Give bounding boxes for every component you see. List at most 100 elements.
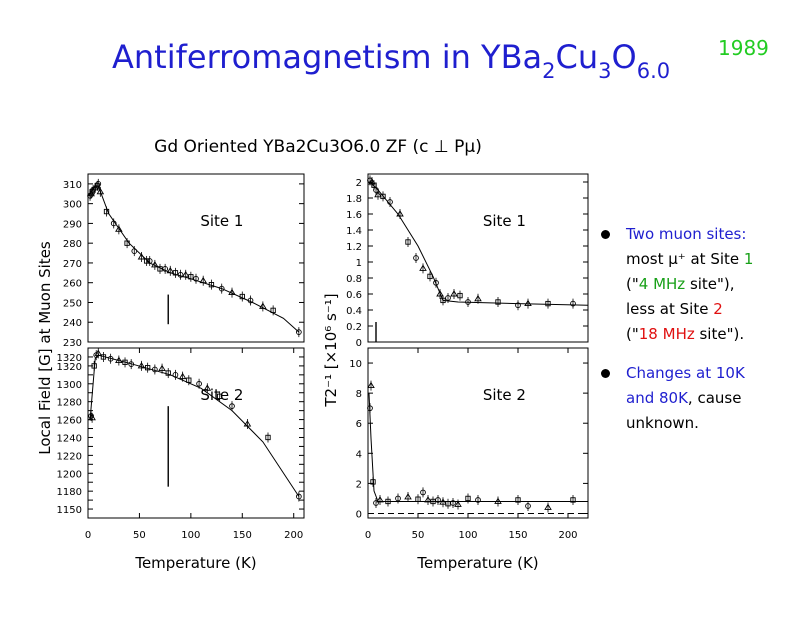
data-point [146, 258, 153, 264]
data-point [405, 239, 411, 245]
x-tick-label: 50 [133, 530, 146, 541]
data-point [367, 405, 373, 412]
data-point [433, 279, 439, 286]
y-tick-label: 1.6 [346, 210, 362, 221]
data-point [166, 266, 175, 274]
y-tick-label: 0.2 [346, 322, 362, 333]
data-point [424, 496, 432, 503]
y-tick-label: 2 [356, 178, 362, 189]
data-point [95, 181, 102, 187]
data-point [494, 497, 502, 504]
fit-curve [369, 181, 589, 306]
panel-frame [87, 347, 305, 519]
data-point [172, 371, 179, 378]
y-tick-label: 4 [356, 449, 362, 460]
left-y-axis-label: Local Field [G] at Muon Sites [36, 241, 54, 455]
note-line: , cause [687, 389, 742, 407]
site2-highlight: 2 [713, 300, 723, 318]
note-line: less at Site [626, 300, 714, 318]
data-point [367, 381, 375, 389]
data-point [88, 413, 96, 421]
x-tick-label: 200 [284, 530, 303, 541]
title-sub-2: 2 [542, 59, 556, 83]
data-point [131, 248, 138, 254]
y-tick-label: 6 [356, 419, 362, 430]
site1-highlight: 1 [743, 250, 754, 268]
panel-left-bottom: 1150 1180 1200 1220 1240 1260 1280 1300 13201320… [57, 347, 305, 541]
data-point [94, 349, 103, 356]
data-point [450, 290, 458, 297]
data-point [373, 500, 379, 506]
panel-frame [367, 347, 589, 519]
left-x-axis-label: Temperature (K) [134, 554, 256, 572]
fit-curve [89, 354, 300, 497]
y-tick-label: 270 [63, 259, 82, 270]
y-tick-label: 280 [63, 239, 82, 250]
x-tick-label: 50 [412, 530, 425, 541]
y-tick-label: 310 [63, 180, 82, 191]
slide-title: Antiferromagnetism in YBa2Cu3O6.0 [112, 38, 670, 83]
y-tick-label: 0.6 [346, 290, 362, 301]
note-line: site"), [685, 275, 735, 293]
data-point [217, 393, 223, 399]
x-tick-label: 0 [365, 530, 371, 541]
y-tick-label: 1.4 [346, 226, 362, 237]
data-point [177, 271, 184, 278]
data-point [122, 359, 128, 365]
data-point [196, 380, 202, 387]
data-point [385, 498, 391, 505]
data-point [515, 497, 521, 503]
note-line: (" [626, 325, 639, 343]
data-point [162, 266, 168, 272]
y-tick-label: 1300 [57, 380, 82, 391]
data-point [193, 275, 199, 282]
data-point [124, 240, 130, 246]
y-tick-label: 1240 [57, 433, 82, 444]
data-point [259, 302, 267, 309]
fit-curve [88, 185, 300, 333]
title-o: O [611, 38, 637, 76]
y-tick-label: 1320 [57, 362, 82, 373]
panel-frame [367, 173, 589, 343]
data-point [296, 493, 302, 500]
data-point [450, 500, 456, 506]
y-tick-label: 0 [356, 338, 362, 349]
y-tick-label: 8 [356, 389, 362, 400]
freq-4mhz: 4 MHz [638, 275, 686, 293]
data-point [387, 199, 393, 205]
data-point [188, 274, 194, 280]
data-point [427, 273, 433, 280]
data-point [199, 276, 207, 284]
data-point [143, 258, 150, 264]
data-point [181, 270, 190, 278]
note-line: and 80K [626, 389, 688, 407]
y-tick-label: 2 [356, 479, 362, 490]
bullet-dot [601, 230, 610, 239]
x-tick-label: 0 [85, 530, 91, 541]
data-point [454, 500, 462, 507]
panel-site-label: Site 2 [200, 386, 243, 404]
data-point [158, 364, 166, 372]
y-tick-label: 260 [63, 279, 82, 290]
right-x-axis-label: Temperature (K) [416, 554, 538, 572]
data-point [128, 361, 135, 367]
data-point [91, 363, 97, 369]
notes: Two muon sites: most μ⁺ at Site 1 ("4 MH… [598, 222, 798, 450]
y-tick-label: 300 [63, 200, 82, 211]
data-point [115, 225, 123, 232]
panel-site-label: Site 2 [483, 386, 526, 404]
data-point [475, 497, 481, 503]
data-point [445, 501, 451, 507]
data-point [524, 299, 532, 307]
data-point [151, 261, 159, 268]
y-tick-label: 1200 [57, 469, 82, 480]
data-point [229, 403, 235, 410]
data-point [88, 413, 94, 419]
data-point [440, 297, 446, 304]
y-tick-label: 250 [63, 298, 82, 309]
data-point [419, 264, 427, 271]
y-tick-label: 1 [356, 258, 362, 269]
y-tick-label: 0.4 [346, 306, 362, 317]
x-tick-label: 150 [508, 530, 527, 541]
